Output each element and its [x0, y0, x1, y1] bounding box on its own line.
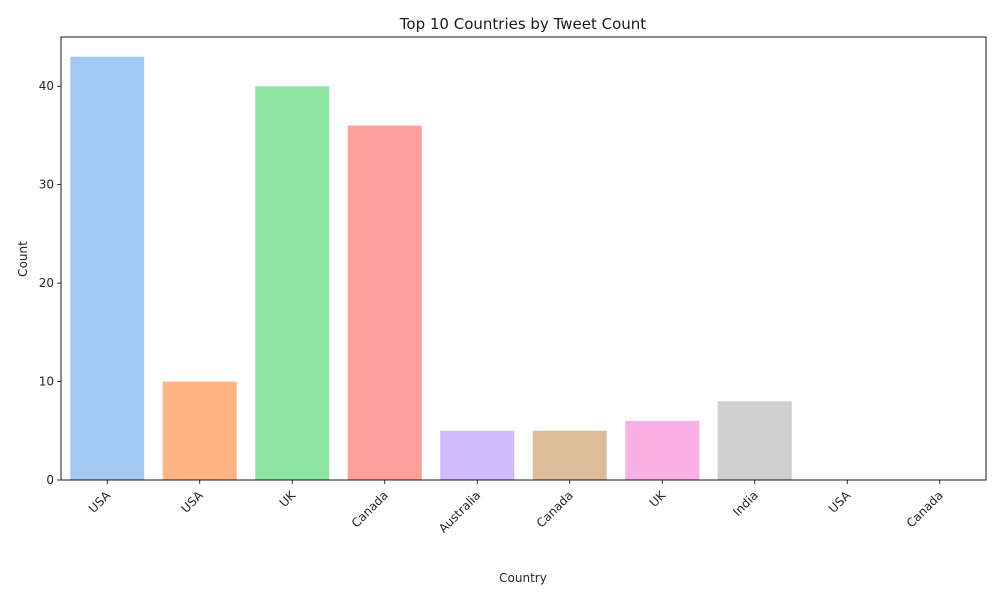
y-axis-title: Count: [16, 241, 30, 277]
x-tick-label: Canada: [534, 488, 576, 530]
x-tick-label: India: [730, 488, 761, 519]
bar-3: [255, 86, 330, 480]
x-tick-label: USA: [178, 488, 206, 516]
x-tick-label: Canada: [904, 488, 946, 530]
x-axis-ticks: USA USA UK Canada Australia Canada UK India USA C…: [86, 480, 946, 536]
x-tick-label: Australia: [436, 488, 483, 535]
x-axis-title: Country: [499, 571, 547, 585]
bars-group: [70, 56, 792, 480]
bar-5: [440, 430, 515, 480]
y-axis-ticks: 0 10 20 30 40: [39, 79, 61, 487]
plot-area-frame: [60, 36, 987, 481]
bar-2: [162, 381, 237, 480]
x-tick-label: UK: [647, 487, 669, 509]
bar-4: [347, 125, 422, 480]
y-tick-label: 20: [39, 276, 54, 290]
x-tick-label: UK: [277, 487, 299, 509]
bar-8: [717, 401, 792, 480]
x-tick-label: USA: [86, 488, 114, 516]
y-tick-label: 40: [39, 79, 54, 93]
chart-title: Top 10 Countries by Tweet Count: [399, 15, 647, 33]
bar-1: [70, 56, 145, 480]
y-tick-label: 10: [39, 375, 54, 389]
bar-6: [532, 430, 607, 480]
x-tick-label: USA: [826, 488, 854, 516]
bar-7: [625, 420, 700, 480]
y-tick-label: 30: [39, 178, 54, 192]
x-tick-label: Canada: [349, 488, 391, 530]
y-tick-label: 0: [46, 473, 54, 487]
